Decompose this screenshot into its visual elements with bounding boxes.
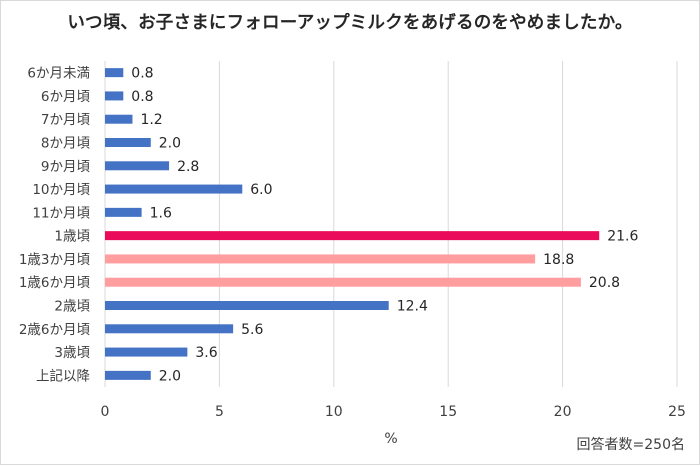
x-tick-label: 25 <box>668 404 686 420</box>
x-tick-label: 10 <box>325 404 343 420</box>
data-label: 2.0 <box>159 136 181 152</box>
category-label: 8か月頃 <box>41 136 91 152</box>
x-tick-label: 5 <box>215 404 224 420</box>
bar <box>105 301 389 310</box>
data-label: 5.6 <box>241 322 263 338</box>
data-label: 0.8 <box>131 66 153 82</box>
category-label: 上記以降 <box>36 367 90 384</box>
data-label: 1.2 <box>140 112 162 128</box>
respondent-count: 回答者数=250名 <box>576 437 685 453</box>
data-label: 3.6 <box>195 345 217 361</box>
bar <box>105 254 536 264</box>
data-label: 2.0 <box>159 368 181 384</box>
category-label: 1歳3か月頃 <box>19 252 91 268</box>
category-label: 11か月頃 <box>32 205 90 221</box>
data-label: 20.8 <box>589 275 620 291</box>
data-label: 21.6 <box>607 229 638 245</box>
bar <box>105 138 151 147</box>
category-label: 1歳6か月頃 <box>19 275 91 291</box>
bar <box>105 161 170 171</box>
x-axis-title: % <box>384 431 397 447</box>
data-label: 0.8 <box>131 89 153 105</box>
x-tick-label: 15 <box>439 404 457 420</box>
x-tick-label: 20 <box>554 404 572 420</box>
bar <box>105 231 600 241</box>
bar <box>105 347 188 357</box>
data-label: 1.6 <box>150 205 172 221</box>
bar <box>105 207 142 217</box>
bar <box>105 91 124 101</box>
bar <box>105 277 581 287</box>
data-label: 12.4 <box>397 299 428 315</box>
category-label: 10か月頃 <box>32 182 90 198</box>
category-label: 1歳頃 <box>54 229 90 245</box>
category-label: 6か月未満 <box>27 66 90 82</box>
bar <box>105 68 124 78</box>
category-label: 2歳頃 <box>54 299 90 315</box>
category-label: 2歳6か月頃 <box>19 322 91 338</box>
category-label: 6か月頃 <box>41 89 91 105</box>
x-tick-label: 0 <box>101 404 110 420</box>
bar <box>105 184 243 194</box>
data-label: 2.8 <box>177 159 199 175</box>
bar <box>105 370 151 380</box>
category-label: 9か月頃 <box>41 159 91 175</box>
chart-title: いつ頃、お子さまにフォローアップミルクをあげるのをやめましたか。 <box>67 13 633 33</box>
data-label: 6.0 <box>250 182 272 198</box>
category-label: 7か月頃 <box>41 112 91 128</box>
bar <box>105 324 234 334</box>
data-label: 18.8 <box>543 252 574 268</box>
bar <box>105 114 133 124</box>
category-label: 3歳頃 <box>54 345 90 361</box>
